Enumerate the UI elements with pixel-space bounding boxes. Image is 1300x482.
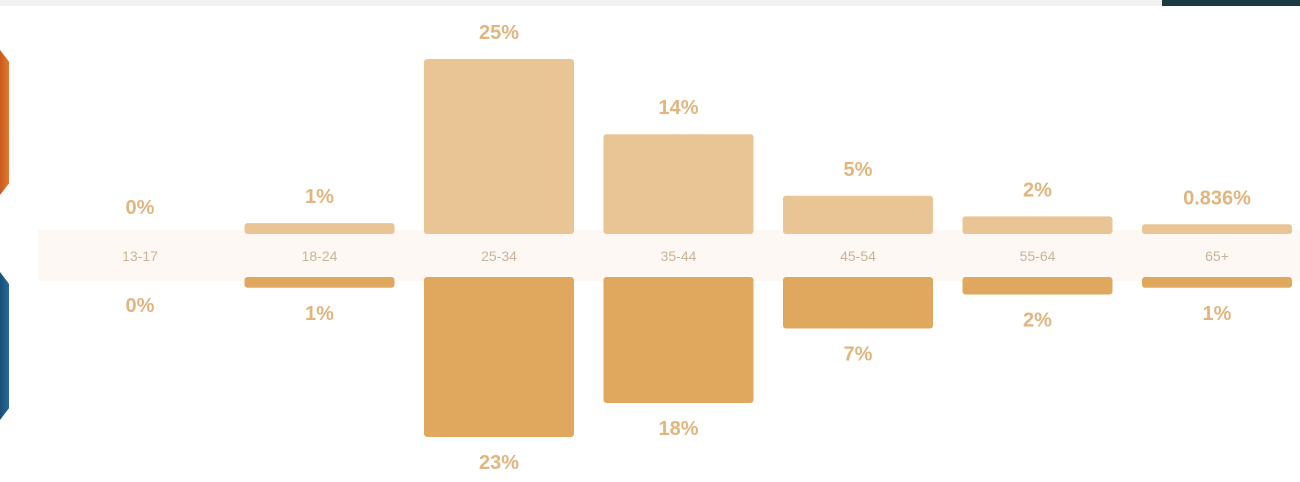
bar-lower-25-34 [424, 277, 574, 437]
value-label-upper-18-24: 1% [305, 186, 334, 208]
value-label-upper-25-34: 25% [479, 22, 519, 44]
value-label-lower-18-24: 1% [305, 303, 334, 325]
value-label-lower-45-54: 7% [844, 343, 873, 365]
category-label-55-64: 55-64 [1020, 248, 1056, 264]
bar-upper-45-54 [783, 195, 933, 234]
bar-upper-25-34 [424, 59, 574, 234]
category-label-13-17: 13-17 [122, 248, 158, 264]
corner-tab [1162, 0, 1300, 6]
category-label-65+: 65+ [1205, 248, 1229, 264]
upper-series-labels: 0% 1% 25% 14% 5% 2% 0.836% [126, 22, 1252, 219]
value-label-lower-25-34: 23% [479, 452, 519, 474]
upper-series-bars [244, 59, 1292, 234]
value-label-upper-35-44: 14% [658, 97, 698, 119]
bar-lower-18-24 [244, 277, 395, 288]
value-label-lower-35-44: 18% [658, 418, 698, 440]
bar-upper-55-64 [962, 216, 1113, 234]
value-label-lower-13-17: 0% [126, 295, 155, 317]
category-label-35-44: 35-44 [661, 248, 697, 264]
value-label-upper-55-64: 2% [1023, 179, 1052, 201]
value-label-upper-45-54: 5% [844, 159, 873, 181]
value-label-upper-65+: 0.836% [1183, 187, 1251, 209]
bar-lower-55-64 [962, 277, 1113, 295]
category-band [38, 230, 1300, 281]
bar-lower-45-54 [783, 277, 933, 329]
left-edge-blue-tab [0, 272, 9, 420]
category-label-45-54: 45-54 [840, 248, 876, 264]
bar-upper-65+ [1142, 224, 1292, 234]
left-edge-orange-tab [0, 50, 9, 195]
lower-series-bars [244, 277, 1292, 437]
bar-upper-18-24 [244, 223, 395, 234]
value-label-lower-55-64: 2% [1023, 310, 1052, 332]
value-label-lower-65+: 1% [1203, 303, 1232, 325]
lower-series-labels: 0% 1% 23% 18% 7% 2% 1% [126, 295, 1232, 474]
category-label-25-34: 25-34 [481, 248, 517, 264]
category-label-18-24: 18-24 [302, 248, 338, 264]
bar-lower-65+ [1142, 277, 1292, 288]
category-labels: 13-17 18-24 25-34 35-44 45-54 55-64 65+ [122, 248, 1229, 264]
top-strip [0, 0, 1300, 6]
bar-lower-35-44 [603, 277, 754, 404]
value-label-upper-13-17: 0% [126, 197, 155, 219]
bar-upper-35-44 [603, 134, 754, 234]
